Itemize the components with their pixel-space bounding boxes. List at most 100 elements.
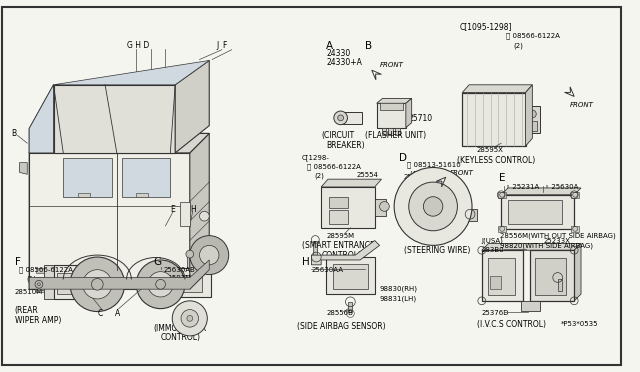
Text: (KEYLESS CONTROL): (KEYLESS CONTROL) bbox=[458, 156, 536, 165]
Text: *P53*0535: *P53*0535 bbox=[561, 321, 598, 327]
Text: ◦ 25630A: ◦ 25630A bbox=[545, 184, 579, 190]
Circle shape bbox=[338, 115, 344, 121]
Text: F: F bbox=[15, 257, 20, 267]
Text: (SMART ENTRANCE: (SMART ENTRANCE bbox=[301, 241, 374, 250]
Text: 25710: 25710 bbox=[409, 114, 433, 124]
Bar bbox=[36, 268, 44, 273]
Polygon shape bbox=[574, 243, 581, 301]
Text: 28591M: 28591M bbox=[163, 275, 192, 282]
Text: (REAR: (REAR bbox=[15, 306, 38, 315]
Text: J  F: J F bbox=[216, 41, 227, 50]
Text: 25630AA: 25630AA bbox=[312, 267, 344, 273]
Polygon shape bbox=[321, 179, 381, 187]
Bar bbox=[377, 103, 406, 128]
Text: Ⓢ 08513-51610: Ⓢ 08513-51610 bbox=[407, 161, 461, 168]
Polygon shape bbox=[312, 241, 380, 265]
Text: (SIDE AIRBAG SENSOR): (SIDE AIRBAG SENSOR) bbox=[297, 322, 385, 331]
Circle shape bbox=[136, 260, 185, 309]
Text: H: H bbox=[190, 205, 196, 214]
Polygon shape bbox=[19, 163, 28, 174]
Bar bbox=[488, 258, 515, 295]
Text: E: E bbox=[499, 173, 506, 183]
Text: 28510M: 28510M bbox=[15, 289, 43, 295]
Polygon shape bbox=[190, 134, 209, 289]
Bar bbox=[388, 128, 393, 135]
Bar bbox=[78, 193, 90, 197]
Text: (IMMOBILISER: (IMMOBILISER bbox=[154, 324, 207, 333]
Bar bbox=[499, 192, 506, 198]
Circle shape bbox=[156, 279, 166, 289]
Bar bbox=[535, 258, 566, 295]
Bar bbox=[136, 193, 148, 197]
Circle shape bbox=[423, 197, 443, 216]
Text: 283B0: 283B0 bbox=[482, 247, 504, 253]
Bar bbox=[462, 93, 525, 146]
Polygon shape bbox=[29, 134, 209, 153]
Bar bbox=[321, 187, 374, 228]
Polygon shape bbox=[29, 134, 209, 153]
Polygon shape bbox=[122, 158, 170, 197]
Text: B: B bbox=[12, 129, 17, 138]
Circle shape bbox=[186, 250, 194, 258]
Polygon shape bbox=[525, 85, 532, 146]
Circle shape bbox=[70, 257, 125, 311]
Bar bbox=[458, 209, 477, 221]
Bar bbox=[527, 121, 537, 131]
Polygon shape bbox=[29, 85, 54, 153]
Text: FRONT: FRONT bbox=[380, 62, 403, 68]
Text: CONTROL): CONTROL) bbox=[321, 251, 361, 260]
Text: (1): (1) bbox=[26, 275, 36, 282]
Bar bbox=[54, 265, 90, 299]
Circle shape bbox=[83, 270, 112, 299]
Text: 25630AB: 25630AB bbox=[163, 267, 195, 273]
Circle shape bbox=[380, 202, 389, 211]
Text: H: H bbox=[301, 257, 310, 267]
Polygon shape bbox=[29, 153, 190, 289]
Text: 28595X: 28595X bbox=[477, 147, 504, 153]
Text: Ⓢ 08566-6122A: Ⓢ 08566-6122A bbox=[506, 33, 560, 39]
Text: A: A bbox=[326, 41, 333, 51]
Bar bbox=[557, 279, 561, 291]
Bar bbox=[380, 102, 403, 110]
Text: CONTROL): CONTROL) bbox=[161, 333, 200, 342]
Bar bbox=[572, 192, 579, 198]
Text: G: G bbox=[154, 257, 162, 267]
Polygon shape bbox=[29, 85, 54, 153]
Bar bbox=[501, 195, 574, 229]
Circle shape bbox=[92, 279, 103, 290]
Polygon shape bbox=[372, 70, 381, 80]
Text: Ⓢ 08566-6122A: Ⓢ 08566-6122A bbox=[19, 266, 74, 273]
Text: 98820(WITH SIDE AIRBAG): 98820(WITH SIDE AIRBAG) bbox=[500, 242, 593, 248]
Text: 25376D: 25376D bbox=[482, 311, 509, 317]
Bar bbox=[508, 200, 561, 224]
Bar bbox=[36, 287, 44, 292]
Text: E: E bbox=[170, 205, 175, 214]
Bar bbox=[374, 199, 387, 216]
Text: BREAKER): BREAKER) bbox=[326, 141, 365, 150]
Circle shape bbox=[200, 211, 209, 221]
Polygon shape bbox=[54, 85, 175, 153]
Text: C[1095-1298]: C[1095-1298] bbox=[460, 22, 512, 31]
Bar bbox=[525, 106, 540, 134]
Polygon shape bbox=[29, 270, 209, 289]
Text: 25554: 25554 bbox=[356, 172, 378, 178]
Text: J(USA): J(USA) bbox=[482, 237, 504, 244]
Text: (STEERING WIRE): (STEERING WIRE) bbox=[404, 246, 470, 255]
Text: (CIRCUIT: (CIRCUIT bbox=[321, 131, 355, 140]
Bar bbox=[348, 302, 352, 311]
Text: (I.V.C.S CONTROL): (I.V.C.S CONTROL) bbox=[477, 320, 546, 329]
Text: 24330+A: 24330+A bbox=[326, 58, 362, 67]
Bar bbox=[58, 273, 82, 294]
Bar bbox=[381, 128, 387, 135]
Circle shape bbox=[409, 182, 458, 231]
Circle shape bbox=[190, 235, 228, 275]
Bar bbox=[329, 210, 348, 224]
Polygon shape bbox=[406, 99, 412, 128]
Polygon shape bbox=[564, 87, 574, 96]
Text: 24330: 24330 bbox=[326, 49, 350, 58]
Polygon shape bbox=[377, 99, 412, 103]
Bar bbox=[572, 226, 579, 232]
Bar bbox=[326, 257, 374, 294]
Bar bbox=[187, 256, 193, 270]
Text: C[1298-: C[1298- bbox=[301, 154, 330, 161]
